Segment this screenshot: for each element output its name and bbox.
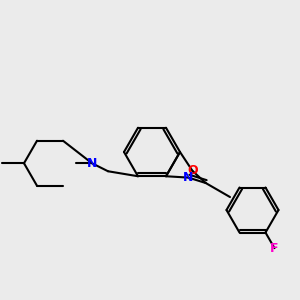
Text: F: F: [270, 242, 279, 255]
Text: N: N: [87, 157, 97, 170]
Text: O: O: [187, 164, 198, 177]
Text: N: N: [183, 171, 194, 184]
